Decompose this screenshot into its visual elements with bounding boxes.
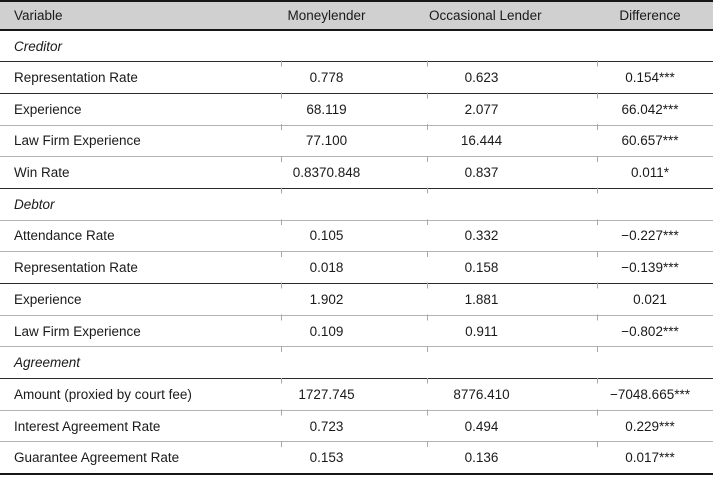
cell-variable: Experience	[0, 93, 282, 126]
cell-difference: 0.011*	[598, 156, 713, 189]
cell-occasional: 0.911	[428, 315, 598, 348]
table-row: Representation Rate 0.778 0.623 0.154***	[0, 61, 713, 94]
cell-occasional: 0.136	[464, 450, 499, 466]
cell-variable: Representation Rate	[0, 61, 282, 94]
cell-variable: Interest Agreement Rate	[0, 410, 282, 443]
cell-moneylender: 1727.745	[282, 378, 428, 411]
section-label: Agreement	[0, 346, 713, 380]
cell-moneylender: 0.105	[282, 220, 428, 253]
table-row: Attendance Rate 0.105 0.332 −0.227***	[0, 220, 713, 253]
cell-difference: 0.017***	[625, 450, 675, 466]
cell-occasional: 0.494	[428, 410, 598, 443]
table-row: Win Rate 0.8370.848 0.837 0.011*	[0, 156, 713, 189]
cell-variable: Amount (proxied by court fee)	[0, 378, 282, 411]
cell-difference: −0.802***	[598, 315, 713, 348]
cell-variable: Law Firm Experience	[0, 315, 282, 348]
table-row: Representation Rate 0.018 0.158 −0.139**…	[0, 251, 713, 284]
table-row: Experience 68.119 2.077 66.042***	[0, 93, 713, 126]
header-row: Variable Moneylender Occasional Lender D…	[0, 1, 713, 31]
section-row-debtor: Debtor	[0, 188, 713, 221]
cell-difference: 60.657***	[598, 125, 713, 158]
cell-difference: −0.139***	[598, 251, 713, 284]
section-label: Creditor	[0, 30, 713, 63]
header-difference: Difference	[598, 1, 713, 31]
cell-occasional: 0.158	[428, 251, 598, 284]
cell-variable: Experience	[0, 283, 282, 316]
cell-moneylender: 0.109	[282, 315, 428, 348]
cell-moneylender: 0.153	[309, 450, 344, 466]
section-row-agreement: Agreement	[0, 346, 713, 380]
cell-occasional: 0.623	[428, 61, 598, 94]
cell-difference: 0.154***	[598, 61, 713, 94]
cell-occasional: 8776.410	[428, 378, 598, 411]
header-variable: Variable	[0, 1, 282, 31]
cell-difference: −7048.665***	[598, 378, 713, 411]
cell-variable: Representation Rate	[0, 251, 282, 284]
table-row: Interest Agreement Rate 0.723 0.494 0.22…	[0, 410, 713, 443]
section-label: Debtor	[0, 188, 713, 221]
cell-variable: Win Rate	[0, 156, 282, 189]
cell-occasional: 16.444	[428, 125, 598, 158]
cell-variable: Guarantee Agreement Rate	[14, 450, 180, 466]
cell-moneylender: 77.100	[282, 125, 428, 158]
cell-moneylender: 1.902	[282, 283, 428, 316]
cell-occasional: 1.881	[428, 283, 598, 316]
cell-moneylender: 0.778	[282, 61, 428, 94]
cell-occasional: 0.837	[428, 156, 598, 189]
cell-variable: Attendance Rate	[0, 220, 282, 253]
table-header: Variable Moneylender Occasional Lender D…	[0, 1, 713, 31]
cell-variable: Law Firm Experience	[0, 125, 282, 158]
cell-moneylender: 68.119	[282, 93, 428, 126]
header-occasional-lender: Occasional Lender	[428, 1, 598, 31]
cell-moneylender: 0.018	[282, 251, 428, 284]
table-row: Amount (proxied by court fee) 1727.745 8…	[0, 378, 713, 411]
table-row: Guarantee Agreement Rate 0.153 0.136 0.0…	[0, 442, 713, 474]
cell-difference: 66.042***	[598, 93, 713, 126]
section-row-creditor: Creditor	[0, 30, 713, 63]
cell-occasional: 2.077	[428, 93, 598, 126]
cell-occasional: 0.332	[428, 220, 598, 253]
cell-difference: 0.229***	[598, 410, 713, 443]
table-row: Experience 1.902 1.881 0.021	[0, 283, 713, 316]
cell-moneylender: 0.8370.848	[282, 156, 428, 189]
cell-moneylender: 0.723	[282, 410, 428, 443]
table-row: Law Firm Experience 0.109 0.911 −0.802**…	[0, 315, 713, 348]
header-moneylender: Moneylender	[282, 1, 428, 31]
table-row: Law Firm Experience 77.100 16.444 60.657…	[0, 125, 713, 158]
cell-difference: −0.227***	[598, 220, 713, 253]
cell-difference: 0.021	[598, 283, 713, 316]
